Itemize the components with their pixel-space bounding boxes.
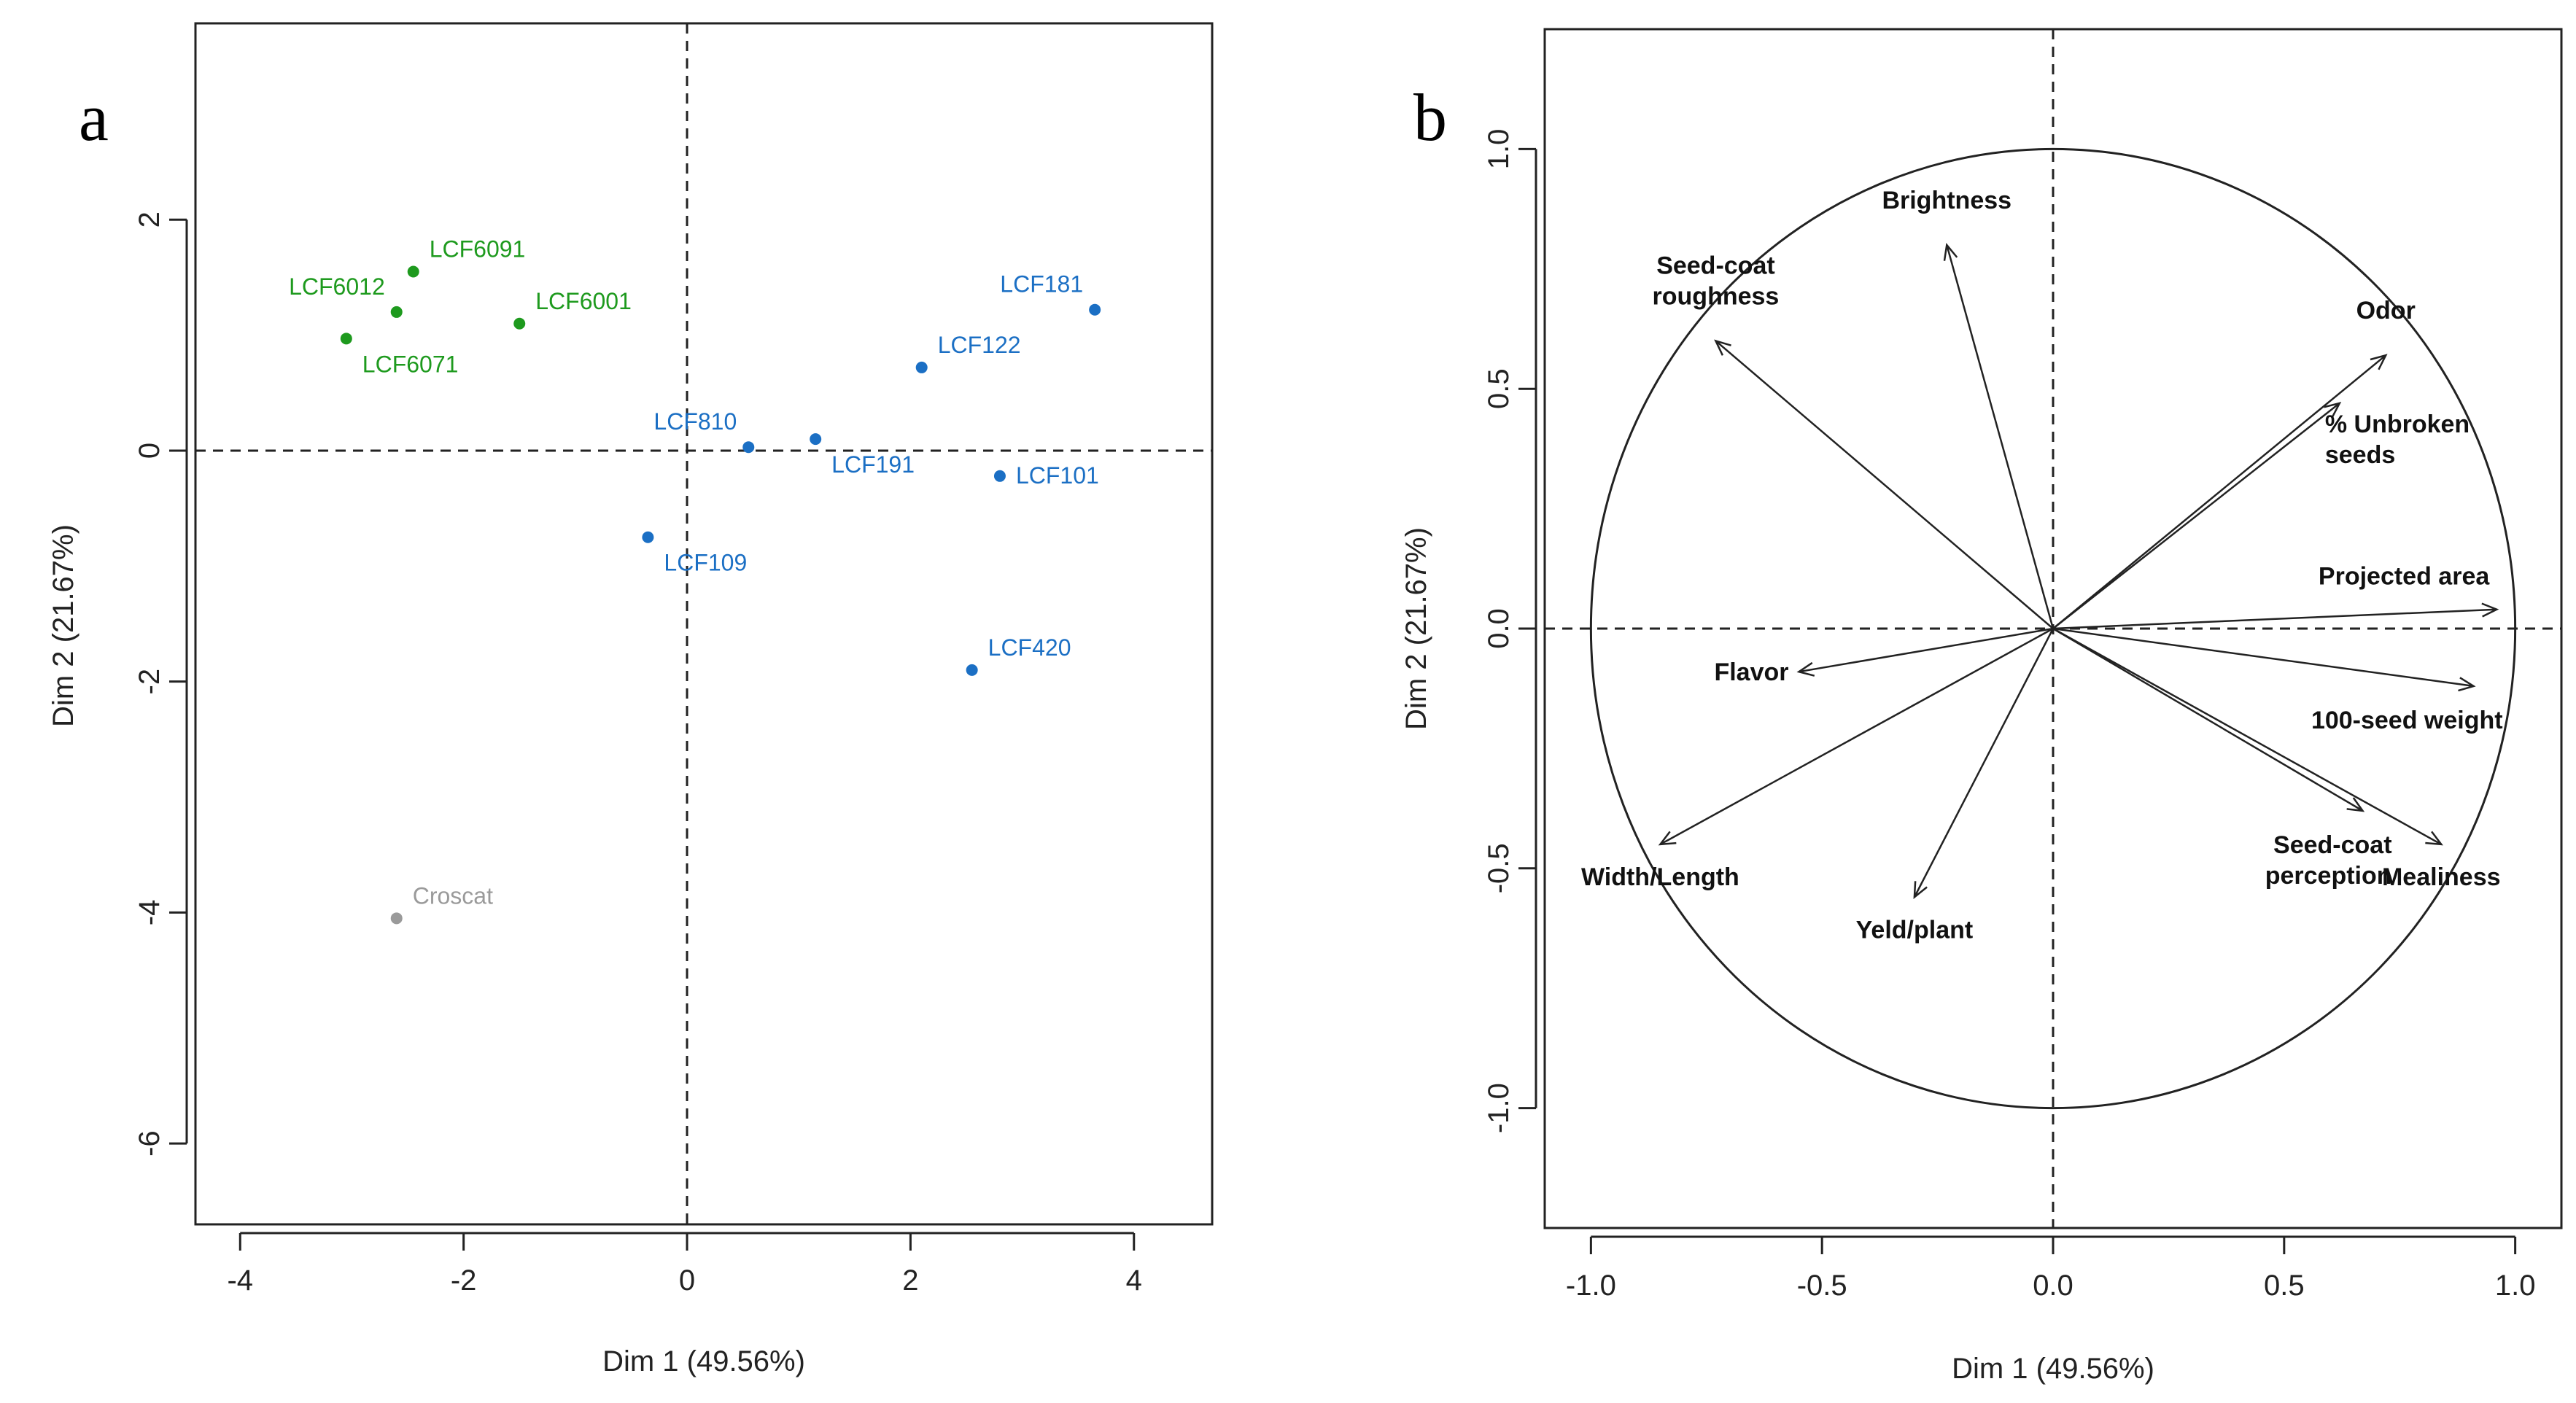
panel-a-point-croscat [390,912,403,925]
panel-a-point-label: LCF6071 [362,351,459,377]
panel-b-vector-label: Odor [2356,297,2416,324]
panel-b-vector-yeld-plant [1913,628,2055,898]
panel-a-point-lcf6001 [513,317,526,330]
panel-a-reference-lines [195,23,1212,1224]
panel-a-x-tick-label: -4 [227,1264,253,1297]
panel-b-vector-mealiness [2052,627,2442,846]
panel-b-vector-seed-coat-roughness [1715,340,2054,629]
panel-b-vector-label: roughness [1653,282,1780,310]
panel-a-point-lcf191 [810,433,822,446]
panel-a-point-lcf6071 [340,333,352,345]
panel-b-x-tick-label: -1.0 [1566,1270,1616,1302]
panel-b-vector-label: % Unbroken [2325,411,2470,438]
panel-a-x-tick-label: 0 [679,1264,695,1297]
panel-a-point-label: LCF810 [653,408,737,435]
panel-a-point-label: LCF420 [988,634,1071,661]
panel-a-point-lcf181 [1089,303,1101,316]
panel-b-vector-label: Projected area [2319,563,2490,591]
panel-b-vector-label: 100-seed weight [2311,707,2503,734]
panel-a-x-axis-title: Dim 1 (49.56%) [602,1345,805,1377]
panel-b-arrowhead-flavor [1796,661,1815,677]
panel-a-point-lcf6091 [407,265,419,278]
panel-b-vector-label: Yeld/plant [1856,916,1974,944]
panel-b-y-tick-label: 0.5 [1483,368,1515,409]
panel-b-vector-odor [2052,354,2387,629]
panel-a-individuals-plot: a -4 -2 0 2 4 2 0 -2 -4 -6 LCF6091 LCF6012 LCF6001… [47,22,1214,1377]
panel-b-arrowhead-yeld-plant [1913,881,1928,899]
panel-a-y-tick-label: -4 [133,900,166,926]
panel-b-x-tick-label: 1.0 [2495,1270,2536,1302]
panel-a-point-label: LCF101 [1016,462,1099,489]
panel-b-arrowhead-100-seed-weight [2458,677,2476,692]
panel-b-arrowhead-odor [2370,354,2388,370]
panel-a-point-label: LCF181 [1000,271,1083,298]
panel-a-y-tick-label: -6 [133,1130,166,1157]
panel-a-point-label: LCF191 [831,451,915,478]
panel-a-x-tick-label: 2 [902,1264,918,1297]
panel-b-tag: b [1413,80,1447,155]
panel-b-x-axis: -1.0 -0.5 0.0 0.5 1.0 [1566,1235,2536,1302]
panel-a-point-lcf101 [993,470,1006,482]
panel-a-point-lcf122 [915,361,928,373]
panel-b-vector-label: Brightness [1882,187,2011,214]
panel-b-vector-seed-coat-perception [2052,627,2364,812]
panel-b-vector-label: seeds [2325,441,2395,469]
panel-a-point-label: Croscat [413,882,493,909]
panel-a-x-axis: -4 -2 0 2 4 [227,1232,1142,1297]
panel-a-point-label: LCF122 [938,332,1021,358]
panel-b-y-axis-title: Dim 2 (21.67%) [1400,527,1432,730]
panel-a-y-axis-title: Dim 2 (21.67%) [47,524,79,727]
panel-b-variables-plot: b -1.0 -0.5 0.0 0.5 1.0 1.0 0.5 0.0 -0.5 -1.0 Br… [1400,28,2563,1385]
panel-a-x-tick-label: 4 [1126,1264,1142,1297]
panel-b-arrowhead-unbroken-seeds [2324,402,2342,418]
panel-b-vector-label: Seed-coat [2273,831,2392,859]
panel-a-y-tick-label: -2 [133,669,166,695]
panel-b-vector-label: perception [2265,862,2392,890]
panel-a-y-tick-label: 0 [133,443,166,459]
panel-a-y-axis: 2 0 -2 -4 -6 [133,211,188,1157]
panel-b-arrowhead-brightness [1943,242,1958,261]
panel-b-vector-label: Width/Length [1581,863,1739,891]
panel-b-vector-label: Flavor [1714,658,1788,686]
panel-b-x-tick-label: 0.0 [2033,1270,2073,1302]
panel-a-point-label: LCF6001 [535,288,632,314]
panel-a-points: LCF6091 LCF6012 LCF6001 LCF6071 LCF181 LCF122… [289,236,1101,925]
panel-b-x-tick-label: 0.5 [2264,1270,2305,1302]
panel-b-y-tick-label: -1.0 [1483,1083,1515,1133]
panel-b-y-tick-label: -0.5 [1483,843,1515,893]
panel-b-vector-label: Seed-coat [1656,252,1775,279]
panel-b-x-axis-title: Dim 1 (49.56%) [1952,1353,2154,1385]
panel-a-point-lcf810 [742,441,755,454]
panel-a-tag: a [79,80,109,155]
panel-a-point-lcf6012 [390,306,403,318]
panel-b-arrowhead-seed-coat-perception [2346,797,2365,812]
panel-b-vector-label: Mealiness [2382,863,2501,891]
panel-b-arrowhead-projected-area [2481,602,2499,618]
panel-b-correlation-circle [1589,147,2517,1110]
panel-b-arrowhead-mealiness [2425,831,2443,846]
panel-b-y-axis: 1.0 0.5 0.0 -0.5 -1.0 [1483,129,1537,1133]
panel-a-x-tick-label: -2 [451,1264,477,1297]
panel-a-plot-frame [194,22,1214,1226]
panel-b-y-tick-label: 0.0 [1483,608,1515,649]
panel-a-y-tick-label: 2 [133,211,166,228]
panel-b-vector-flavor [1799,627,2054,673]
panel-b-vector-brightness [1946,244,2055,629]
panel-b-arrowhead-seed-coat-roughness [1714,339,1731,356]
panel-a-point-label: LCF6012 [289,273,385,300]
panel-a-point-lcf420 [966,664,978,676]
panel-a-point-label: LCF109 [664,550,747,576]
panel-b-vector-width-length [1659,627,2054,846]
panel-b-y-tick-label: 1.0 [1483,129,1515,170]
panel-b-vector-unbroken-seeds [2052,402,2340,629]
panel-b-vectors: Brightness Seed-coat roughness Odor % Unbrok… [1581,187,2503,944]
panel-b-arrowhead-width-length [1658,831,1677,846]
panel-a-point-lcf109 [642,531,654,543]
panel-b-x-tick-label: -0.5 [1797,1270,1847,1302]
panel-a-point-label: LCF6091 [430,236,526,262]
panel-b-vector-projected-area [2052,608,2497,630]
panel-b-vector-100-seed-weight [2052,627,2474,688]
